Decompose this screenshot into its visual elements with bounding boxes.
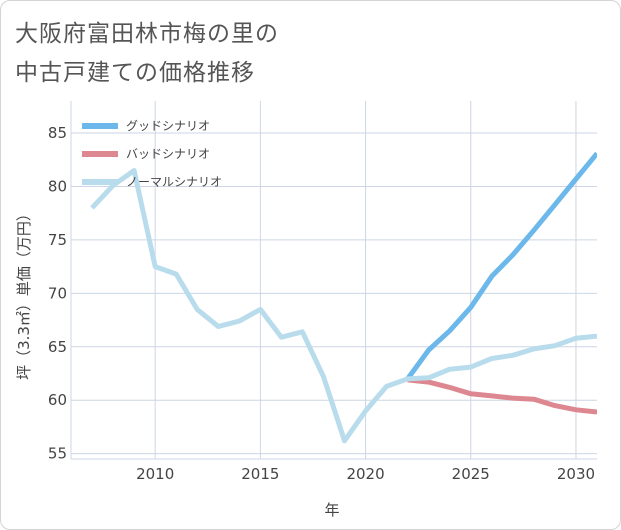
y-tick-label: 65 <box>48 338 67 356</box>
x-tick-label: 2015 <box>241 465 279 483</box>
chart-title-line-2: 中古戸建ての価格推移 <box>15 60 255 86</box>
chart-title-line-1: 大阪府富田林市梅の里の <box>15 21 279 47</box>
x-tick-label: 2030 <box>557 465 595 483</box>
legend-label-normal: ノーマルシナリオ <box>126 175 222 189</box>
y-tick-label: 85 <box>48 124 67 142</box>
x-tick-label: 2025 <box>452 465 490 483</box>
y-tick-label: 70 <box>48 284 67 302</box>
grid-layer <box>71 101 597 459</box>
series-line-good <box>405 151 597 381</box>
y-tick-label: 75 <box>48 231 67 249</box>
series-layer <box>90 151 597 444</box>
legend-label-bad: バッドシナリオ <box>126 147 210 161</box>
x-tick-label: 2020 <box>346 465 384 483</box>
legend-label-good: グッドシナリオ <box>126 119 210 133</box>
y-tick-label: 60 <box>48 391 67 409</box>
series-line-bad <box>407 377 597 415</box>
y-tick-label: 55 <box>48 445 67 463</box>
chart-title: 大阪府富田林市梅の里の 中古戸建ての価格推移 <box>15 15 279 93</box>
x-axis-title: 年 <box>324 501 339 519</box>
axis-layer: 55 60 65 70 75 80 85 2010 2015 2020 2025 2030 <box>48 101 597 483</box>
series-line-normal <box>90 168 597 444</box>
x-tick-label: 2010 <box>136 465 174 483</box>
y-tick-label: 80 <box>48 177 67 195</box>
y-axis-title: 坪（3.3㎡）単価（万円） <box>15 206 33 380</box>
